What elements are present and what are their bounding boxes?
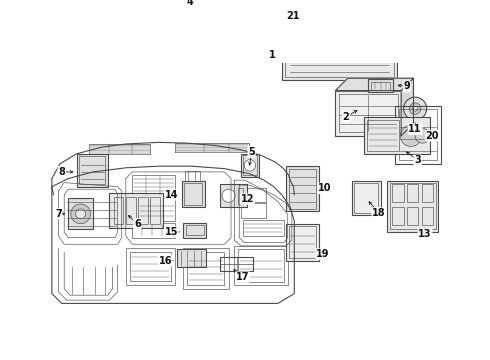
Bar (186, 225, 204, 235)
Bar (150, 197, 160, 224)
Bar (289, 226, 317, 258)
Bar (241, 188, 266, 202)
Circle shape (413, 106, 417, 111)
Polygon shape (401, 78, 414, 136)
Bar (188, 252, 224, 285)
Polygon shape (335, 91, 401, 136)
Circle shape (340, 13, 389, 62)
Bar (354, 184, 378, 213)
Circle shape (409, 103, 421, 114)
Bar (335, 91, 401, 136)
Text: 16: 16 (159, 256, 172, 266)
Bar (114, 197, 123, 224)
Bar (390, 184, 436, 229)
Bar (368, 79, 393, 92)
Text: 14: 14 (165, 190, 179, 200)
Bar (79, 156, 105, 184)
Circle shape (222, 189, 235, 202)
Text: 17: 17 (236, 272, 249, 282)
Polygon shape (335, 78, 414, 91)
Bar (289, 168, 317, 209)
Circle shape (289, 13, 338, 62)
Bar (395, 106, 441, 164)
Bar (368, 120, 399, 150)
Circle shape (244, 159, 256, 171)
Bar (364, 117, 430, 154)
Bar (243, 156, 257, 175)
Bar (285, 1, 394, 77)
Bar (126, 248, 175, 285)
Text: 15: 15 (165, 227, 179, 237)
Bar (331, 39, 348, 54)
Bar (399, 109, 437, 161)
Text: 10: 10 (318, 183, 331, 193)
Bar (392, 207, 404, 225)
Bar (183, 248, 228, 289)
Bar (407, 207, 418, 225)
Bar (241, 154, 259, 177)
Text: 3: 3 (414, 156, 421, 166)
Bar (138, 197, 148, 224)
Circle shape (75, 209, 86, 219)
Polygon shape (278, 22, 292, 39)
Text: 11: 11 (408, 124, 422, 134)
Text: 5: 5 (248, 147, 255, 157)
Circle shape (415, 129, 430, 143)
Bar (286, 166, 319, 211)
Text: 8: 8 (58, 167, 65, 177)
Circle shape (348, 21, 381, 54)
Bar (422, 184, 433, 202)
Text: 4: 4 (187, 0, 194, 7)
Bar (407, 184, 418, 202)
Bar (282, 0, 397, 80)
Bar (76, 154, 108, 187)
Bar (182, 181, 205, 207)
Bar (422, 207, 433, 225)
Text: 9: 9 (404, 81, 410, 91)
Bar (239, 188, 244, 204)
Bar (392, 184, 404, 202)
Bar (239, 249, 284, 282)
Polygon shape (52, 166, 294, 303)
Text: 2: 2 (343, 112, 349, 122)
Bar (177, 249, 205, 267)
Bar (126, 197, 136, 224)
Circle shape (297, 21, 330, 54)
Circle shape (404, 97, 427, 120)
Bar (109, 193, 163, 228)
Bar (185, 171, 200, 181)
Bar (132, 223, 175, 238)
Text: 1: 1 (269, 50, 275, 60)
Bar (183, 223, 206, 238)
Bar (184, 184, 202, 205)
Bar (352, 181, 381, 216)
Circle shape (400, 125, 422, 147)
Bar (68, 198, 93, 229)
Bar (220, 257, 253, 271)
Bar (234, 246, 288, 285)
Text: 12: 12 (241, 194, 254, 204)
Bar (286, 224, 319, 261)
Bar (371, 81, 391, 90)
Bar (132, 175, 175, 195)
Circle shape (193, 0, 212, 13)
Bar (130, 252, 171, 281)
Bar (243, 220, 284, 236)
Text: 7: 7 (55, 209, 62, 219)
Bar (73, 202, 93, 215)
Bar (220, 184, 246, 207)
Text: 21: 21 (287, 11, 300, 21)
Bar (339, 94, 398, 132)
Text: 13: 13 (418, 229, 432, 239)
Bar (138, 198, 175, 221)
Bar (241, 203, 266, 218)
Text: 20: 20 (426, 131, 439, 141)
Bar (387, 181, 438, 232)
Text: 19: 19 (317, 249, 330, 259)
Text: 6: 6 (134, 219, 141, 229)
Text: 18: 18 (372, 208, 386, 218)
Circle shape (71, 204, 91, 224)
Circle shape (197, 0, 207, 8)
